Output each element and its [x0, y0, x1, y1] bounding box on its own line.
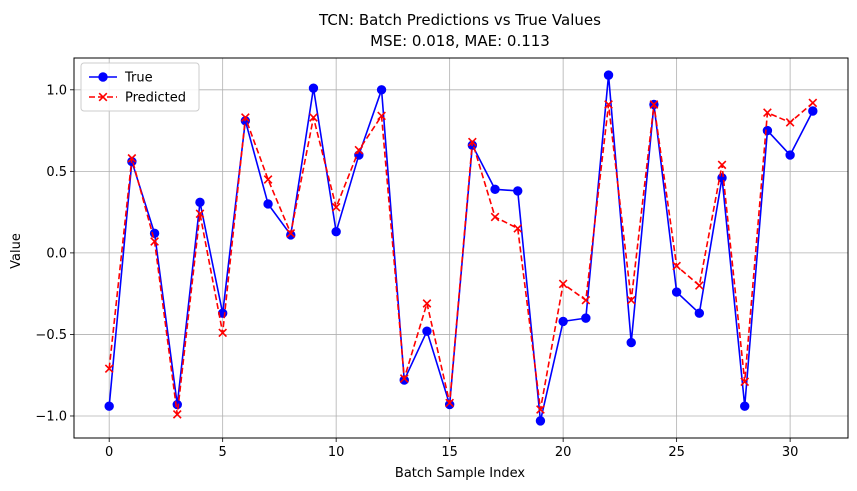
legend-entry: True: [89, 71, 153, 86]
data-point-predicted: [808, 98, 818, 108]
x-tick-label: 15: [441, 445, 458, 460]
data-point-predicted: [490, 212, 500, 222]
data-point-true: [263, 199, 273, 209]
data-point-true: [558, 316, 568, 327]
data-point-predicted: [785, 118, 795, 127]
series-true: [104, 70, 818, 426]
x-tick-label: 5: [219, 445, 227, 460]
y-tick-label: 0.0: [46, 246, 67, 261]
data-point-predicted: [286, 228, 296, 238]
data-point-predicted: [309, 113, 318, 122]
data-point-true: [308, 83, 319, 93]
data-point-predicted: [672, 261, 681, 271]
legend-label: True: [124, 71, 153, 86]
data-point-predicted: [422, 299, 432, 308]
data-point-true: [376, 85, 387, 95]
data-point-predicted: [241, 113, 250, 122]
data-point-predicted: [150, 237, 159, 246]
data-point-predicted: [263, 175, 273, 184]
grid: [74, 58, 848, 438]
data-point-true: [808, 106, 818, 116]
data-point-true: [626, 337, 636, 348]
data-point-predicted: [127, 153, 137, 163]
data-point-true: [785, 150, 795, 160]
data-point-true: [762, 125, 773, 136]
legend-entry: Predicted: [89, 91, 186, 106]
data-point-predicted: [604, 100, 613, 109]
data-point-predicted: [354, 145, 364, 155]
legend-box: [80, 62, 200, 112]
data-point-true: [671, 287, 682, 297]
data-point-predicted: [218, 328, 228, 338]
y-tick-label: 1.0: [46, 83, 67, 98]
y-tick-label: 0.5: [46, 165, 67, 180]
data-point-predicted: [581, 295, 591, 305]
data-point-predicted: [172, 409, 182, 419]
x-tick-label: 20: [555, 445, 572, 460]
data-point-predicted: [331, 202, 341, 212]
x-tick-label: 25: [668, 445, 685, 460]
series-layer: [104, 70, 818, 426]
data-point-predicted: [399, 374, 409, 383]
data-point-predicted: [649, 100, 659, 109]
series-predicted: [104, 98, 818, 419]
data-point-predicted: [763, 108, 772, 118]
data-point-predicted: [740, 377, 750, 387]
legend-marker: [98, 92, 108, 102]
data-point-predicted: [717, 160, 727, 170]
data-point-predicted: [513, 224, 523, 233]
chart-title: TCN: Batch Predictions vs True Values: [318, 11, 601, 29]
data-point-predicted: [694, 281, 704, 290]
x-tick-label: 10: [328, 445, 345, 460]
x-tick-label: 0: [105, 445, 113, 460]
data-point-predicted: [445, 398, 455, 408]
series-line-predicted: [108, 102, 814, 416]
data-point-predicted: [377, 111, 386, 121]
y-axis-label: Value: [9, 233, 24, 269]
data-point-predicted: [104, 364, 114, 374]
plot-frame: [73, 57, 849, 439]
x-tick-label: 30: [782, 445, 799, 460]
data-point-true: [694, 308, 705, 318]
data-point-true: [740, 401, 750, 411]
data-point-true: [603, 70, 614, 80]
y-tick-label: −0.5: [35, 328, 67, 343]
data-point-true: [422, 326, 432, 336]
axis-ticks: 0 5 10 15 20 25 30 −1.0 −0.5 0.0 0.5 1.0: [35, 83, 798, 460]
data-point-true: [331, 226, 341, 237]
data-point-true: [104, 401, 114, 411]
x-axis-label: Batch Sample Index: [395, 466, 525, 481]
data-point-true: [490, 184, 500, 194]
series-line-true: [108, 74, 814, 422]
data-point-predicted: [558, 279, 568, 289]
data-point-true: [535, 416, 546, 426]
legend-label: Predicted: [125, 91, 186, 106]
data-point-true: [581, 313, 591, 323]
y-tick-label: −1.0: [35, 409, 67, 424]
legend-marker: [98, 72, 108, 82]
data-point-predicted: [195, 209, 205, 219]
data-point-true: [195, 197, 205, 208]
data-point-true: [513, 186, 523, 196]
chart-subtitle: MSE: 0.018, MAE: 0.113: [370, 32, 550, 50]
data-point-predicted: [536, 405, 545, 414]
data-point-predicted: [467, 137, 477, 147]
data-point-predicted: [626, 295, 636, 305]
legend: True Predicted: [80, 62, 200, 112]
